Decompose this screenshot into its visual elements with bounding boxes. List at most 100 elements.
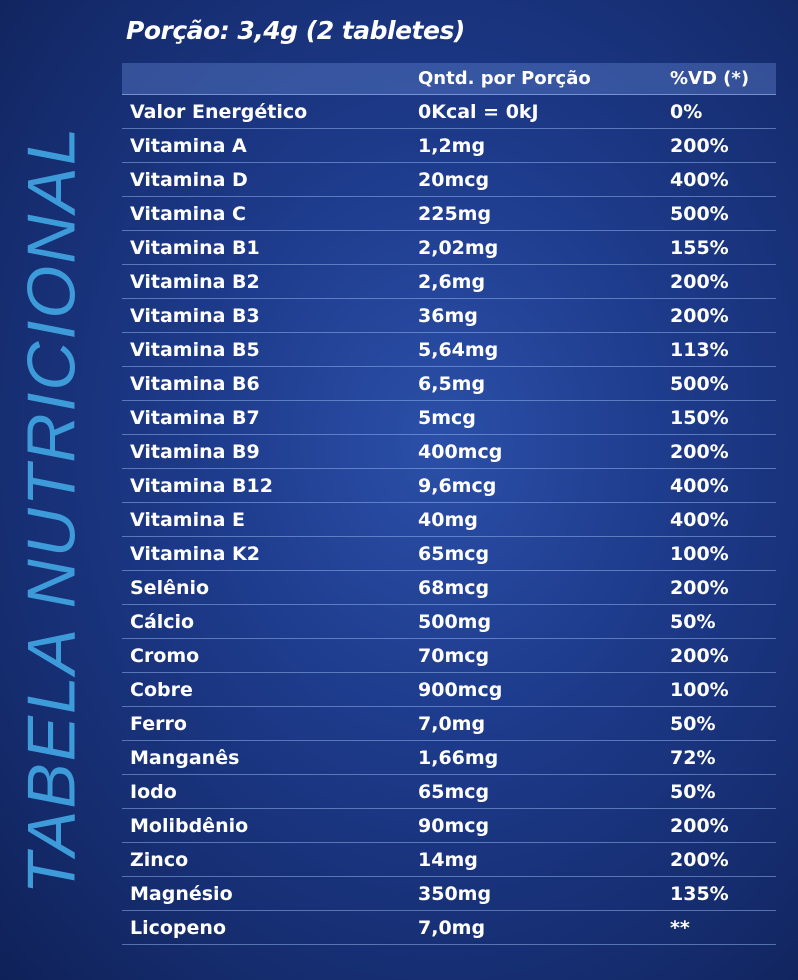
nutrient-amount: 68mcg (418, 576, 490, 599)
nutrient-name: Vitamina B3 (130, 304, 260, 327)
table-row: Cromo 70mcg 200% (122, 639, 776, 673)
nutrient-amount: 40mg (418, 508, 478, 531)
nutrient-name: Cobre (130, 678, 193, 701)
table-row: Vitamina B12 9,6mcg 400% (122, 469, 776, 503)
table-row: Vitamina C 225mg 500% (122, 197, 776, 231)
nutrient-amount: 6,5mg (418, 372, 486, 395)
nutrient-dv: 100% (670, 678, 729, 701)
nutrient-amount: 65mcg (418, 780, 490, 803)
nutrient-name: Iodo (130, 780, 177, 803)
nutrient-dv: 200% (670, 304, 729, 327)
table-row: Selênio 68mcg 200% (122, 571, 776, 605)
nutrient-name: Vitamina D (130, 168, 248, 191)
nutrient-name: Vitamina E (130, 508, 246, 531)
nutrient-dv: 200% (670, 134, 729, 157)
nutrient-dv: 50% (670, 712, 716, 735)
nutrient-amount: 7,0mg (418, 712, 486, 735)
nutrient-amount: 2,6mg (418, 270, 486, 293)
table-row: Zinco 14mg 200% (122, 843, 776, 877)
nutrient-name: Ferro (130, 712, 187, 735)
nutrient-dv: 500% (670, 372, 729, 395)
table-header: Qntd. por Porção %VD (*) (122, 63, 776, 95)
table-row: Vitamina B3 36mg 200% (122, 299, 776, 333)
table-row: Vitamina B9 400mcg 200% (122, 435, 776, 469)
nutrient-amount: 1,2mg (418, 134, 486, 157)
table-row: Licopeno 7,0mg ** (122, 911, 776, 945)
nutrient-name: Vitamina B7 (130, 406, 260, 429)
nutrient-dv: 200% (670, 270, 729, 293)
nutrient-name: Cromo (130, 644, 200, 667)
nutrient-amount: 5,64mg (418, 338, 499, 361)
nutrient-name: Vitamina B2 (130, 270, 260, 293)
table-row: Vitamina B1 2,02mg 155% (122, 231, 776, 265)
nutrient-name: Valor Energético (130, 100, 308, 123)
nutrient-name: Molibdênio (130, 814, 249, 837)
table-row: Vitamina A 1,2mg 200% (122, 129, 776, 163)
nutrient-amount: 1,66mg (418, 746, 499, 769)
table-row: Molibdênio 90mcg 200% (122, 809, 776, 843)
nutrient-dv: 400% (670, 168, 729, 191)
nutrient-name: Vitamina C (130, 202, 247, 225)
nutrient-dv: 200% (670, 644, 729, 667)
nutrient-dv: ** (670, 916, 690, 939)
nutrient-dv: 50% (670, 780, 716, 803)
nutrient-amount: 900mcg (418, 678, 503, 701)
nutrient-name: Vitamina B1 (130, 236, 260, 259)
header-amount: Qntd. por Porção (418, 68, 591, 89)
nutrient-dv: 500% (670, 202, 729, 225)
nutrient-name: Zinco (130, 848, 189, 871)
table-row: Cálcio 500mg 50% (122, 605, 776, 639)
table-row: Vitamina B7 5mcg 150% (122, 401, 776, 435)
table-row: Cobre 900mcg 100% (122, 673, 776, 707)
nutrient-amount: 500mg (418, 610, 492, 633)
nutrient-amount: 36mg (418, 304, 478, 327)
table-row: Manganês 1,66mg 72% (122, 741, 776, 775)
nutrient-name: Vitamina K2 (130, 542, 261, 565)
nutrient-amount: 9,6mcg (418, 474, 497, 497)
nutrient-name: Licopeno (130, 916, 227, 939)
nutrient-amount: 2,02mg (418, 236, 499, 259)
nutrient-amount: 20mcg (418, 168, 490, 191)
nutrient-dv: 0% (670, 100, 703, 123)
nutrient-amount: 90mcg (418, 814, 490, 837)
table-row: Vitamina E 40mg 400% (122, 503, 776, 537)
side-title: TABELA NUTRICIONAL (12, 60, 92, 960)
nutrient-dv: 400% (670, 508, 729, 531)
nutrient-name: Selênio (130, 576, 210, 599)
nutrient-amount: 70mcg (418, 644, 490, 667)
nutrient-dv: 155% (670, 236, 729, 259)
side-title-text: TABELA NUTRICIONAL (14, 125, 90, 895)
nutrient-amount: 400mcg (418, 440, 503, 463)
nutrient-amount: 65mcg (418, 542, 490, 565)
nutrient-dv: 400% (670, 474, 729, 497)
nutrient-amount: 0Kcal = 0kJ (418, 100, 539, 123)
nutrient-amount: 7,0mg (418, 916, 486, 939)
table-row: Vitamina K2 65mcg 100% (122, 537, 776, 571)
nutrient-name: Vitamina B5 (130, 338, 260, 361)
nutrient-dv: 200% (670, 576, 729, 599)
nutrient-dv: 150% (670, 406, 729, 429)
nutrient-amount: 225mg (418, 202, 492, 225)
table-row: Vitamina B6 6,5mg 500% (122, 367, 776, 401)
nutrient-dv: 200% (670, 440, 729, 463)
nutrient-dv: 113% (670, 338, 729, 361)
nutrient-dv: 50% (670, 610, 716, 633)
nutrient-name: Vitamina B6 (130, 372, 260, 395)
table-row: Vitamina B5 5,64mg 113% (122, 333, 776, 367)
portion-label: Porção: 3,4g (2 tabletes) (126, 16, 465, 45)
nutrient-amount: 350mg (418, 882, 492, 905)
nutrient-dv: 72% (670, 746, 716, 769)
table-row: Iodo 65mcg 50% (122, 775, 776, 809)
nutrient-name: Vitamina B9 (130, 440, 260, 463)
table-row: Vitamina B2 2,6mg 200% (122, 265, 776, 299)
header-dv: %VD (*) (670, 68, 750, 89)
table-row: Vitamina D 20mcg 400% (122, 163, 776, 197)
nutrient-dv: 135% (670, 882, 729, 905)
table-body: Valor Energético 0Kcal = 0kJ 0% Vitamina A 1… (122, 95, 776, 945)
nutrition-table: Qntd. por Porção %VD (*) Valor Energétic… (122, 63, 776, 945)
nutrient-name: Manganês (130, 746, 240, 769)
nutrient-name: Cálcio (130, 610, 195, 633)
nutrient-dv: 100% (670, 542, 729, 565)
nutrient-dv: 200% (670, 814, 729, 837)
nutrient-name: Vitamina A (130, 134, 247, 157)
